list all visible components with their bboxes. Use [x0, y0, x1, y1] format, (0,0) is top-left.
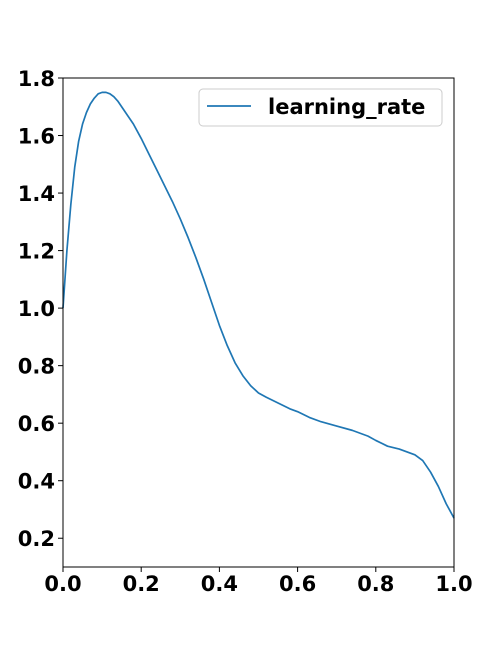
- y-axis: 0.2 0.4 0.6 0.8 1.0 1.2 1.4 1.6 1.8: [18, 67, 63, 551]
- x-tick-label: 1.0: [435, 572, 472, 596]
- x-tick-label: 0.2: [123, 572, 160, 596]
- x-tick-label: 0.0: [44, 572, 81, 596]
- legend: learning_rate: [198, 88, 443, 127]
- y-tick-label: 1.0: [18, 297, 55, 321]
- x-tick-label: 0.6: [279, 572, 316, 596]
- x-tick-label: 0.8: [357, 572, 394, 596]
- plot-frame: [62, 77, 455, 568]
- plot-area: [63, 78, 454, 567]
- y-tick-label: 0.2: [18, 527, 55, 551]
- y-tick-label: 0.6: [18, 412, 55, 436]
- legend-box: [198, 88, 443, 127]
- x-axis: 0.0 0.2 0.4 0.6 0.8 1.0: [44, 567, 473, 596]
- y-tick-label: 1.8: [18, 67, 55, 91]
- y-tick-label: 0.4: [18, 470, 55, 494]
- x-tick-label: 0.4: [201, 572, 238, 596]
- series-layer: [62, 91, 455, 519]
- y-tick-label: 0.8: [18, 355, 55, 379]
- y-tick-label: 1.2: [18, 240, 55, 264]
- legend-label: learning_rate: [268, 95, 425, 119]
- y-tick-label: 1.4: [18, 182, 55, 206]
- series-line-learning_rate: [62, 91, 455, 519]
- y-tick-label: 1.6: [18, 125, 55, 149]
